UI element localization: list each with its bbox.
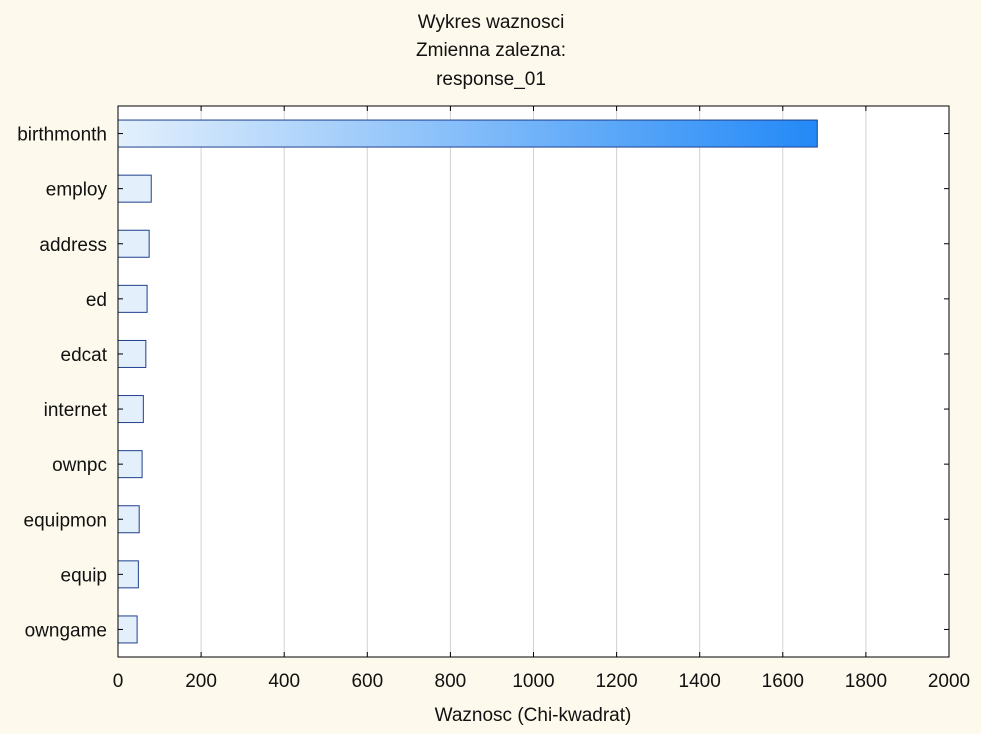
x-tick-label: 1400 [679, 671, 721, 692]
chart-title-line-2: Zmienna zalezna: [416, 40, 566, 61]
x-tick-label: 1800 [845, 671, 887, 692]
x-tick-label: 1600 [762, 671, 804, 692]
x-tick-label: 1200 [595, 671, 637, 692]
axis-ticks: 0 200 400 600 800 1000 1200 1400 1600 1800 2000 [113, 106, 970, 692]
category-label-address: address [39, 235, 107, 256]
x-tick-label: 0 [113, 671, 124, 692]
x-tick-label: 200 [185, 671, 217, 692]
x-tick-label: 1000 [512, 671, 554, 692]
bar-birthmonth [117, 119, 818, 148]
category-label-birthmonth: birthmonth [17, 125, 107, 146]
category-labels: birthmonth employ address ed edcat internet ow… [17, 125, 108, 642]
chart-title-line-3: response_01 [436, 69, 546, 90]
x-axis-title: Waznosc (Chi-kwadrat) [435, 705, 632, 726]
grid-lines [200, 106, 867, 657]
x-tick-label: 800 [435, 671, 467, 692]
x-tick-label: 400 [268, 671, 300, 692]
category-label-edcat: edcat [61, 345, 108, 366]
category-label-ownpc: ownpc [52, 455, 107, 476]
chart-title-line-1: Wykres waznosci [418, 12, 565, 33]
category-label-equip: equip [61, 565, 108, 586]
bar-address [117, 229, 150, 258]
category-label-owngame: owngame [25, 620, 107, 641]
x-tick-label: 600 [351, 671, 383, 692]
x-tick-label: 2000 [928, 671, 970, 692]
bar-internet [117, 395, 144, 424]
category-label-equipmon: equipmon [24, 510, 107, 531]
category-label-employ: employ [46, 180, 108, 201]
category-label-ed: ed [86, 290, 107, 311]
bar-employ [117, 174, 152, 203]
category-label-internet: internet [44, 400, 108, 421]
bars [117, 119, 818, 644]
